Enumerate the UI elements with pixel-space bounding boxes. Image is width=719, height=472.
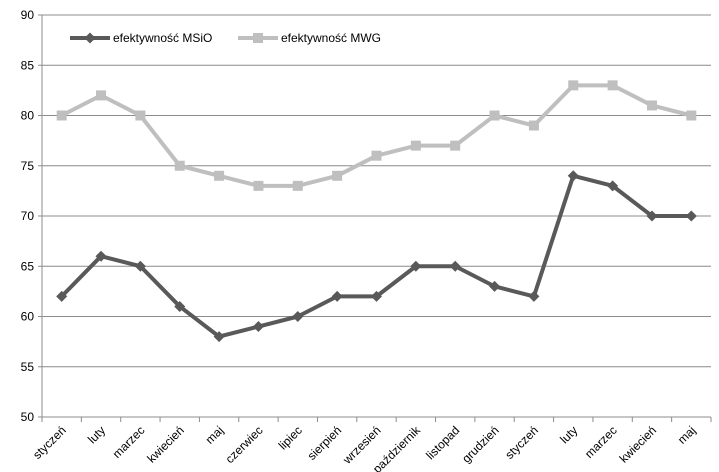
legend-marker	[253, 33, 263, 43]
y-tick-label: 65	[21, 259, 35, 273]
y-tick-label: 80	[21, 109, 35, 123]
data-point	[332, 170, 343, 181]
series-line-1	[60, 83, 692, 188]
data-point	[528, 120, 539, 131]
x-tick-label: kwiecień	[617, 423, 659, 465]
legend: efektywność MSiO efektywność MWG	[70, 31, 381, 45]
y-tick-label: 50	[21, 410, 35, 424]
legend-marker	[84, 32, 96, 44]
series-layer	[56, 80, 697, 343]
series-line-0	[60, 173, 692, 339]
x-tick-label: maj	[203, 423, 227, 447]
x-tick-label: lipiec	[276, 423, 305, 452]
x-tick-label: czerwiec	[223, 423, 266, 466]
data-point	[95, 250, 107, 262]
data-point	[371, 150, 382, 161]
x-tick-label: maj	[675, 423, 699, 447]
x-tick-label: styczeń	[30, 423, 69, 462]
x-tick-label: styczeń	[502, 423, 541, 462]
gridlines	[42, 14, 711, 418]
data-point	[686, 110, 697, 121]
y-tick-label: 85	[21, 58, 35, 72]
data-point	[214, 170, 225, 181]
data-point	[528, 290, 540, 302]
data-point	[410, 140, 421, 151]
y-tick-label: 60	[21, 310, 35, 324]
data-point	[96, 90, 107, 101]
data-point	[489, 110, 500, 121]
data-point	[174, 160, 185, 171]
x-tick-label: luty	[85, 423, 108, 446]
data-point	[685, 210, 697, 222]
y-tick-label: 55	[21, 360, 35, 374]
y-tick-label: 70	[21, 209, 35, 223]
data-point	[450, 140, 461, 151]
data-point	[292, 311, 304, 322]
data-point	[567, 170, 579, 182]
data-point	[213, 331, 225, 343]
x-tick-label: sierpień	[305, 423, 345, 463]
y-tick-label: 75	[21, 159, 35, 173]
legend-label: efektywność MSiO	[113, 31, 212, 45]
data-point	[292, 180, 303, 191]
data-point	[410, 260, 422, 272]
x-tick-label: marzec	[110, 423, 148, 461]
data-point	[253, 180, 264, 191]
x-tick-label: kwiecień	[144, 423, 186, 465]
data-point	[646, 100, 657, 111]
x-tick-label: grudzień	[459, 423, 501, 465]
data-point	[449, 260, 461, 272]
data-point	[134, 260, 146, 272]
data-point	[174, 300, 186, 312]
data-point	[331, 290, 343, 302]
data-point	[252, 321, 264, 333]
data-point	[371, 290, 382, 302]
legend-label: efektywność MWG	[281, 31, 381, 45]
data-point	[607, 80, 618, 91]
data-point	[56, 290, 68, 302]
data-point	[646, 210, 658, 222]
x-tick-label: listopad	[423, 423, 462, 462]
y-tick-label: 90	[21, 8, 35, 22]
x-tick-label: luty	[557, 423, 580, 446]
data-point	[607, 180, 619, 192]
data-point	[489, 280, 501, 292]
data-point	[568, 80, 579, 91]
data-point	[135, 110, 146, 121]
data-point	[56, 110, 67, 121]
x-tick-label: marzec	[582, 423, 620, 461]
